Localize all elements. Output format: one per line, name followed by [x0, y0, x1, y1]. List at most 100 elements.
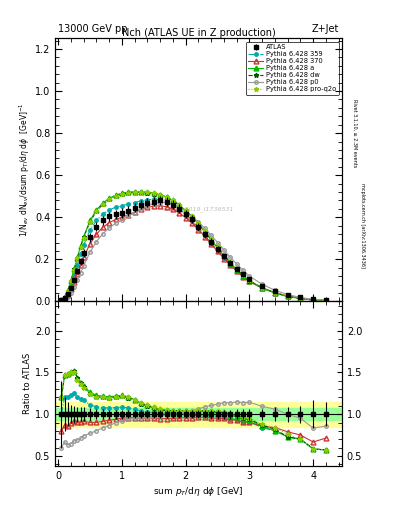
Pythia 6.428 370 — [323, 297, 328, 304]
Pythia 6.428 359 — [88, 227, 92, 233]
Pythia 6.428 370 — [139, 206, 143, 212]
Pythia 6.428 359 — [215, 247, 220, 253]
Pythia 6.428 pro-q2o — [158, 191, 163, 198]
Pythia 6.428 p0 — [196, 219, 201, 225]
Line: Pythia 6.428 359: Pythia 6.428 359 — [60, 198, 328, 303]
Pythia 6.428 pro-q2o — [202, 228, 207, 234]
Pythia 6.428 pro-q2o — [196, 220, 201, 226]
Pythia 6.428 370 — [88, 241, 92, 247]
Pythia 6.428 359 — [113, 204, 118, 210]
Pythia 6.428 pro-q2o — [62, 294, 67, 300]
Pythia 6.428 370 — [177, 210, 182, 216]
Pythia 6.428 370 — [209, 241, 213, 247]
Pythia 6.428 359 — [101, 211, 105, 217]
Pythia 6.428 pro-q2o — [222, 252, 226, 258]
Pythia 6.428 359 — [69, 282, 73, 288]
Pythia 6.428 370 — [298, 295, 303, 302]
Pythia 6.428 a — [59, 297, 64, 303]
Pythia 6.428 dw — [222, 252, 226, 258]
Pythia 6.428 370 — [113, 217, 118, 223]
Pythia 6.428 359 — [81, 242, 86, 248]
Pythia 6.428 p0 — [101, 230, 105, 237]
Pythia 6.428 370 — [72, 279, 77, 285]
Pythia 6.428 370 — [222, 255, 226, 262]
Pythia 6.428 359 — [196, 225, 201, 231]
Pythia 6.428 359 — [78, 251, 83, 257]
Pythia 6.428 pro-q2o — [311, 297, 316, 303]
Pythia 6.428 370 — [126, 211, 131, 218]
Pythia 6.428 359 — [164, 199, 169, 205]
Pythia 6.428 dw — [234, 266, 239, 272]
Pythia 6.428 p0 — [215, 240, 220, 246]
Pythia 6.428 dw — [72, 266, 77, 272]
Pythia 6.428 359 — [107, 207, 112, 213]
Text: Z+Jet: Z+Jet — [312, 25, 339, 34]
Pythia 6.428 a — [78, 243, 83, 249]
Pythia 6.428 a — [151, 190, 156, 196]
Pythia 6.428 a — [285, 293, 290, 300]
Pythia 6.428 pro-q2o — [139, 189, 143, 195]
Pythia 6.428 a — [113, 192, 118, 198]
Pythia 6.428 dw — [101, 201, 105, 207]
Pythia 6.428 370 — [101, 224, 105, 230]
Pythia 6.428 p0 — [209, 232, 213, 238]
Pythia 6.428 370 — [151, 203, 156, 209]
Pythia 6.428 dw — [65, 287, 70, 293]
Pythia 6.428 370 — [81, 254, 86, 261]
Line: Pythia 6.428 370: Pythia 6.428 370 — [59, 203, 329, 303]
Pythia 6.428 dw — [209, 237, 213, 243]
Pythia 6.428 359 — [190, 218, 195, 224]
Pythia 6.428 359 — [285, 293, 290, 300]
Pythia 6.428 370 — [247, 279, 252, 285]
Pythia 6.428 359 — [94, 218, 99, 224]
Pythia 6.428 a — [126, 189, 131, 195]
Pythia 6.428 359 — [202, 232, 207, 238]
Pythia 6.428 pro-q2o — [81, 234, 86, 241]
Pythia 6.428 370 — [184, 215, 188, 221]
Pythia 6.428 359 — [298, 295, 303, 302]
Pythia 6.428 dw — [69, 278, 73, 284]
Pythia 6.428 p0 — [78, 270, 83, 276]
Pythia 6.428 359 — [260, 285, 264, 291]
Title: Nch (ATLAS UE in Z production): Nch (ATLAS UE in Z production) — [121, 28, 275, 37]
Pythia 6.428 p0 — [273, 287, 277, 293]
Pythia 6.428 p0 — [81, 263, 86, 269]
Pythia 6.428 pro-q2o — [145, 189, 150, 195]
Pythia 6.428 p0 — [59, 298, 64, 304]
Pythia 6.428 a — [247, 278, 252, 284]
Pythia 6.428 359 — [323, 297, 328, 304]
Pythia 6.428 dw — [75, 254, 80, 261]
Legend: ATLAS, Pythia 6.428 359, Pythia 6.428 370, Pythia 6.428 a, Pythia 6.428 dw, Pyth: ATLAS, Pythia 6.428 359, Pythia 6.428 37… — [246, 42, 339, 95]
Pythia 6.428 359 — [247, 279, 252, 285]
Pythia 6.428 dw — [298, 295, 303, 302]
Pythia 6.428 p0 — [75, 278, 80, 284]
Pythia 6.428 a — [158, 191, 163, 198]
Pythia 6.428 p0 — [72, 284, 77, 290]
Pythia 6.428 dw — [62, 294, 67, 300]
Pythia 6.428 dw — [126, 190, 131, 196]
Pythia 6.428 p0 — [158, 200, 163, 206]
Pythia 6.428 dw — [164, 194, 169, 200]
Pythia 6.428 359 — [65, 290, 70, 296]
Pythia 6.428 dw — [311, 297, 316, 303]
Pythia 6.428 pro-q2o — [273, 290, 277, 296]
Pythia 6.428 pro-q2o — [59, 297, 64, 303]
Pythia 6.428 370 — [260, 285, 264, 291]
Pythia 6.428 a — [69, 278, 73, 284]
Pythia 6.428 p0 — [88, 249, 92, 255]
Pythia 6.428 dw — [184, 207, 188, 214]
Pythia 6.428 370 — [215, 248, 220, 254]
Pythia 6.428 a — [119, 190, 124, 196]
Pythia 6.428 p0 — [260, 281, 264, 287]
Text: 13000 GeV pp: 13000 GeV pp — [58, 25, 127, 34]
Pythia 6.428 370 — [241, 273, 246, 280]
Pythia 6.428 370 — [94, 231, 99, 237]
Pythia 6.428 pro-q2o — [260, 285, 264, 291]
Pythia 6.428 p0 — [177, 204, 182, 210]
Pythia 6.428 pro-q2o — [285, 293, 290, 300]
Pythia 6.428 dw — [196, 221, 201, 227]
Pythia 6.428 p0 — [145, 203, 150, 209]
Pythia 6.428 pro-q2o — [164, 194, 169, 200]
Pythia 6.428 370 — [234, 268, 239, 274]
Pythia 6.428 dw — [260, 285, 264, 291]
